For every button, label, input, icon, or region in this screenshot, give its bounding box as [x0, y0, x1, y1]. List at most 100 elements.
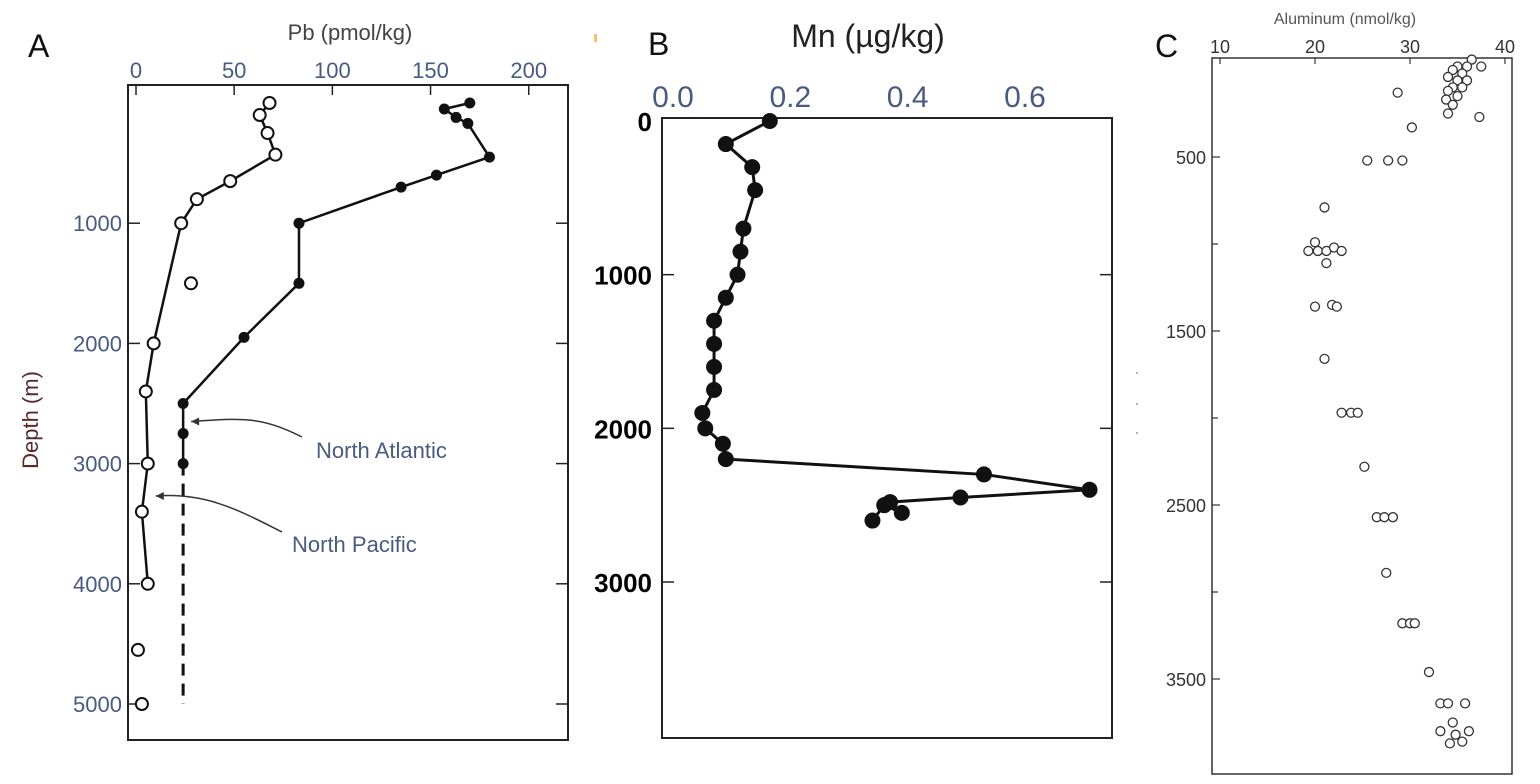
panel-b-letter: B — [648, 26, 669, 62]
mn-profile-line — [700, 119, 1090, 522]
panel-a-ticks: 0 50 100 150 200 1000 2000 3000 4000 5000 — [73, 58, 568, 717]
north-pacific-point — [146, 336, 161, 351]
panel-c-x-tick-label: 10 — [1210, 37, 1230, 57]
panel-c-y-tick-label: 500 — [1176, 148, 1206, 168]
panel-a-x-tick-label: 0 — [130, 58, 142, 83]
aluminum-point — [1397, 155, 1408, 166]
mn-point — [697, 420, 714, 437]
panel-b-x-tick-label: 0.2 — [769, 81, 811, 114]
mn-point — [893, 504, 910, 521]
panel-a-plot-frame — [127, 84, 569, 741]
aluminum-point — [1457, 736, 1468, 747]
panel-a-x-tick-label: 50 — [222, 58, 246, 83]
mn-point — [706, 312, 723, 329]
aluminum-point — [1461, 61, 1473, 72]
aluminum-point — [1352, 407, 1363, 418]
panel-b-y-tick-label: 2000 — [594, 414, 652, 444]
aluminum-point — [1423, 666, 1435, 678]
aluminum-point — [1392, 87, 1403, 98]
north-pacific-point — [130, 642, 145, 657]
panel-b-y-tick-label: 1000 — [594, 261, 652, 291]
north-pacific-point — [183, 276, 198, 291]
panel-c-plot-area — [1303, 54, 1487, 749]
mn-point — [952, 489, 969, 506]
aluminum-point — [1379, 512, 1390, 523]
panel-a-y-tick-label: 4000 — [73, 572, 122, 597]
aluminum-point — [1442, 85, 1454, 97]
stray-mark — [594, 34, 597, 42]
panel-c-y-tick-label: 3500 — [1166, 670, 1206, 690]
north-atlantic-point — [238, 331, 250, 343]
north-atlantic-point — [483, 151, 495, 163]
panel-b-ticks: 0.0 0.2 0.4 0.6 0 1000 2000 3000 — [594, 81, 1112, 598]
north-atlantic-point — [462, 117, 474, 129]
aluminum-point — [1461, 75, 1473, 86]
panel-c-ticks: 10 20 30 40 500 1500 2500 3500 — [1166, 37, 1515, 690]
panel-b-x-axis-label: Mn (µg/kg) — [791, 18, 945, 54]
north-atlantic-point — [464, 97, 476, 109]
aluminum-point — [1319, 202, 1330, 213]
north-atlantic-point — [177, 428, 189, 440]
panel-c-y-tick-label: 2500 — [1166, 496, 1206, 516]
north-atlantic-point — [293, 277, 305, 289]
panel-c-x-tick-label: 20 — [1305, 37, 1325, 57]
aluminum-point — [1466, 54, 1477, 65]
north-pacific-point — [134, 697, 149, 711]
aluminum-point — [1447, 99, 1458, 110]
aluminum-point — [1435, 726, 1446, 737]
mn-point — [706, 358, 723, 375]
north-pacific-point — [260, 126, 275, 141]
panel-a-y-tick-label: 3000 — [73, 452, 122, 477]
panel-a-plot-area: North Atlantic North Pacific — [130, 96, 495, 711]
mn-point — [714, 435, 731, 452]
north-pacific-line — [140, 102, 277, 584]
mn-point — [717, 451, 734, 468]
north-atlantic-point — [293, 217, 305, 229]
panel-b-plot-area — [694, 113, 1098, 529]
aluminum-point — [1312, 245, 1323, 257]
mn-point — [744, 159, 761, 176]
mn-point — [732, 243, 749, 260]
mn-point — [706, 381, 723, 398]
panel-a-x-tick-label: 100 — [314, 58, 351, 83]
aluminum-point — [1444, 738, 1456, 749]
mn-point — [864, 512, 881, 529]
aluminum-point — [1362, 155, 1373, 166]
aluminum-point — [1474, 111, 1485, 123]
mn-point — [729, 266, 746, 283]
panel-b-y-tick-label: 3000 — [594, 568, 652, 598]
panel-c-letter: C — [1155, 28, 1178, 64]
aluminum-point — [1409, 618, 1420, 629]
aluminum-point — [1383, 155, 1394, 166]
panel-b-x-tick-label: 0.0 — [652, 81, 694, 114]
north-atlantic-point — [430, 169, 442, 181]
aluminum-point — [1447, 717, 1458, 728]
north-atlantic-point — [177, 398, 189, 409]
aluminum-point — [1309, 301, 1321, 312]
aluminum-point — [1440, 94, 1452, 105]
mn-point — [717, 136, 734, 153]
north-pacific-point — [268, 147, 283, 162]
aluminum-point — [1309, 237, 1321, 248]
aluminum-point — [1463, 726, 1475, 737]
north-pacific-point — [189, 192, 204, 207]
aluminum-point — [1321, 257, 1332, 269]
aluminum-point — [1387, 512, 1399, 523]
aluminum-point — [1303, 245, 1314, 257]
mn-point — [717, 289, 734, 306]
panel-c-x-axis-label: Aluminum (nmol/kg) — [1274, 11, 1416, 28]
mn-point — [694, 404, 711, 421]
annotation-arrowhead — [191, 417, 200, 426]
north-atlantic-point — [395, 181, 407, 193]
aluminum-point — [1336, 245, 1347, 257]
north-atlantic-point — [177, 458, 189, 470]
panel-a-x-tick-label: 150 — [412, 58, 449, 83]
panel-a-x-tick-label: 200 — [510, 58, 547, 83]
aluminum-point — [1406, 122, 1418, 133]
panel-a-x-axis-label: Pb (pmol/kg) — [288, 20, 413, 45]
aluminum-point — [1359, 461, 1370, 472]
north-pacific-point — [223, 174, 238, 189]
north-atlantic-line — [181, 101, 492, 464]
mn-point — [1081, 481, 1098, 498]
north-pacific-point — [252, 108, 267, 123]
